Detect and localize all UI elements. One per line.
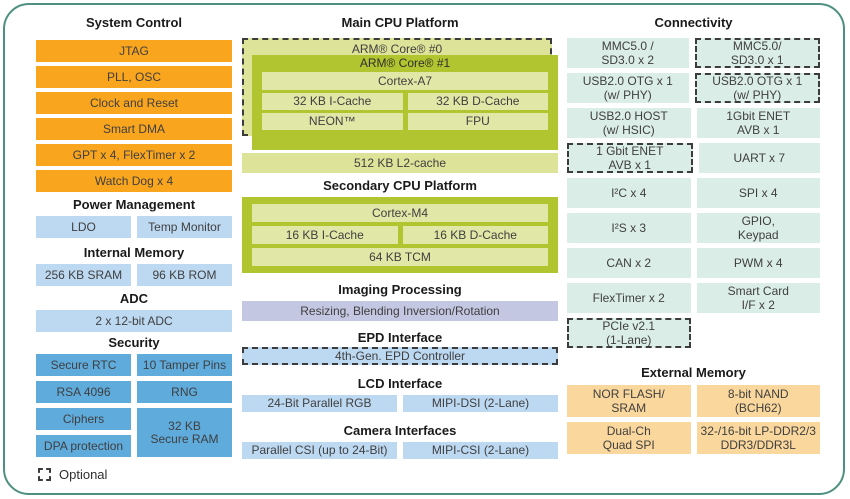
block-i2c: I²C x 4 (567, 178, 691, 208)
section-title-lcd: LCD Interface (357, 376, 443, 391)
block-mmc-sd-x1-optional: MMC5.0/ SD3.0 x 1 (694, 38, 820, 68)
block-secure-rtc: Secure RTC (36, 354, 131, 376)
arm-core-0-label: ARM® Core® #0 (351, 42, 443, 56)
system-control-blocks: JTAG PLL, OSC Clock and Reset Smart DMA … (36, 40, 232, 192)
block-watchdog: Watch Dog x 4 (36, 170, 232, 192)
connectivity-blocks: MMC5.0 / SD3.0 x 2 MMC5.0/ SD3.0 x 1 USB… (567, 38, 820, 348)
security-blocks: Secure RTC 10 Tamper Pins RSA 4096 RNG C… (36, 354, 232, 457)
camera-blocks: Parallel CSI (up to 24-Bit) MIPI-CSI (2-… (242, 442, 558, 459)
block-smart-dma: Smart DMA (36, 118, 232, 140)
block-tcm: 64 KB TCM (252, 248, 548, 266)
block-mipi-csi: MIPI-CSI (2-Lane) (403, 442, 558, 459)
block-gpio-keypad: GPIO, Keypad (696, 213, 820, 243)
block-flextimer: FlexTimer x 2 (567, 283, 691, 313)
block-gpt-flextimer: GPT x 4, FlexTimer x 2 (36, 144, 232, 166)
block-ddr: 32-/16-bit LP-DDR2/3 DDR3/DDR3L (696, 422, 820, 454)
block-l2-cache: 512 KB L2-cache (242, 153, 558, 173)
block-pcie-optional: PCIe v2.1 (1-Lane) (567, 318, 691, 348)
block-a7-icache: 32 KB I-Cache (262, 93, 403, 110)
left-column: System Control JTAG PLL, OSC Clock and R… (36, 14, 232, 482)
block-mmc-sd-x2: MMC5.0 / SD3.0 x 2 (567, 38, 689, 68)
power-management-blocks: LDO Temp Monitor (36, 216, 232, 238)
lcd-blocks: 24-Bit Parallel RGB MIPI-DSI (2-Lane) (242, 395, 558, 412)
block-parallel-csi: Parallel CSI (up to 24-Bit) (242, 442, 397, 459)
block-arm-core-1: ARM® Core® #1 Cortex-A7 32 KB I-Cache 32… (252, 55, 558, 150)
arm-core-1-label: ARM® Core® #1 (359, 56, 451, 70)
block-rom: 96 KB ROM (137, 264, 232, 286)
block-can: CAN x 2 (567, 248, 691, 278)
block-cortex-a7: Cortex-A7 (262, 72, 548, 90)
section-title-imaging: Imaging Processing (338, 282, 462, 297)
block-rng: RNG (137, 381, 232, 403)
block-usb-otg-optional: USB2.0 OTG x 1 (w/ PHY) (694, 73, 820, 103)
block-m4-icache: 16 KB I-Cache (252, 226, 398, 244)
optional-legend-label: Optional (59, 467, 108, 482)
block-quad-spi: Dual-Ch Quad SPI (567, 422, 691, 454)
block-enet-avb: 1Gbit ENET AVB x 1 (696, 108, 820, 138)
section-title-secondary-cpu: Secondary CPU Platform (323, 178, 477, 193)
block-m4-dcache: 16 KB D-Cache (402, 226, 548, 244)
block-imaging-processing: Resizing, Blending Inversion/Rotation (242, 301, 558, 321)
block-mipi-dsi: MIPI-DSI (2-Lane) (403, 395, 558, 412)
a7-cache-row: 32 KB I-Cache 32 KB D-Cache (262, 93, 548, 110)
block-cortex-m4: Cortex-M4 (252, 204, 548, 222)
section-title-connectivity: Connectivity (654, 15, 733, 30)
block-tamper-pins: 10 Tamper Pins (137, 354, 232, 376)
block-epd-controller-optional: 4th-Gen. EPD Controller (242, 347, 558, 365)
optional-dashed-swatch (38, 468, 51, 481)
block-usb-host: USB2.0 HOST (w/ HSIC) (567, 108, 691, 138)
middle-column: Main CPU Platform ARM® Core® #0 ARM® Cor… (242, 14, 558, 459)
a7-neon-fpu-row: NEON™ FPU (262, 113, 548, 130)
external-memory-blocks: NOR FLASH/ SRAM 8-bit NAND (BCH62) Dual-… (567, 385, 820, 454)
block-fpu: FPU (407, 113, 548, 130)
section-title-internal-memory: Internal Memory (83, 245, 185, 260)
main-cpu-platform: ARM® Core® #0 ARM® Core® #1 Cortex-A7 32… (242, 38, 558, 150)
section-title-main-cpu: Main CPU Platform (341, 15, 459, 30)
block-parallel-rgb: 24-Bit Parallel RGB (242, 395, 397, 412)
optional-legend: Optional (38, 467, 232, 482)
block-usb-otg: USB2.0 OTG x 1 (w/ PHY) (567, 73, 689, 103)
block-temp-monitor: Temp Monitor (137, 216, 232, 238)
section-title-external-memory: External Memory (641, 365, 746, 380)
internal-memory-blocks: 256 KB SRAM 96 KB ROM (36, 264, 232, 286)
block-dpa-protection: DPA protection (36, 435, 131, 457)
section-title-epd: EPD Interface (357, 330, 443, 345)
section-title-security: Security (108, 335, 160, 350)
block-adc: 2 x 12-bit ADC (36, 310, 232, 332)
block-secure-ram: 32 KB Secure RAM (137, 408, 232, 457)
block-pll-osc: PLL, OSC (36, 66, 232, 88)
block-enet-avb-optional: 1 Gbit ENET AVB x 1 (567, 143, 693, 173)
right-column: Connectivity MMC5.0 / SD3.0 x 2 MMC5.0/ … (567, 14, 820, 454)
section-title-system-control: System Control (85, 15, 183, 30)
block-nand: 8-bit NAND (BCH62) (696, 385, 820, 417)
block-spi: SPI x 4 (696, 178, 820, 208)
section-title-camera: Camera Interfaces (343, 423, 457, 438)
m4-cache-row: 16 KB I-Cache 16 KB D-Cache (252, 226, 548, 244)
block-jtag: JTAG (36, 40, 232, 62)
block-i2s: I²S x 3 (567, 213, 691, 243)
section-title-power-management: Power Management (72, 197, 196, 212)
block-sram: 256 KB SRAM (36, 264, 131, 286)
block-neon: NEON™ (262, 113, 403, 130)
block-nor-flash: NOR FLASH/ SRAM (567, 385, 691, 417)
block-a7-dcache: 32 KB D-Cache (407, 93, 548, 110)
block-pwm: PWM x 4 (696, 248, 820, 278)
section-title-adc: ADC (119, 291, 149, 306)
block-rsa: RSA 4096 (36, 381, 131, 403)
block-ldo: LDO (36, 216, 131, 238)
block-clock-and-reset: Clock and Reset (36, 92, 232, 114)
block-ciphers: Ciphers (36, 408, 131, 430)
block-smart-card: Smart Card I/F x 2 (696, 283, 820, 313)
secondary-cpu-platform: Cortex-M4 16 KB I-Cache 16 KB D-Cache 64… (242, 197, 558, 273)
block-uart: UART x 7 (698, 143, 820, 173)
